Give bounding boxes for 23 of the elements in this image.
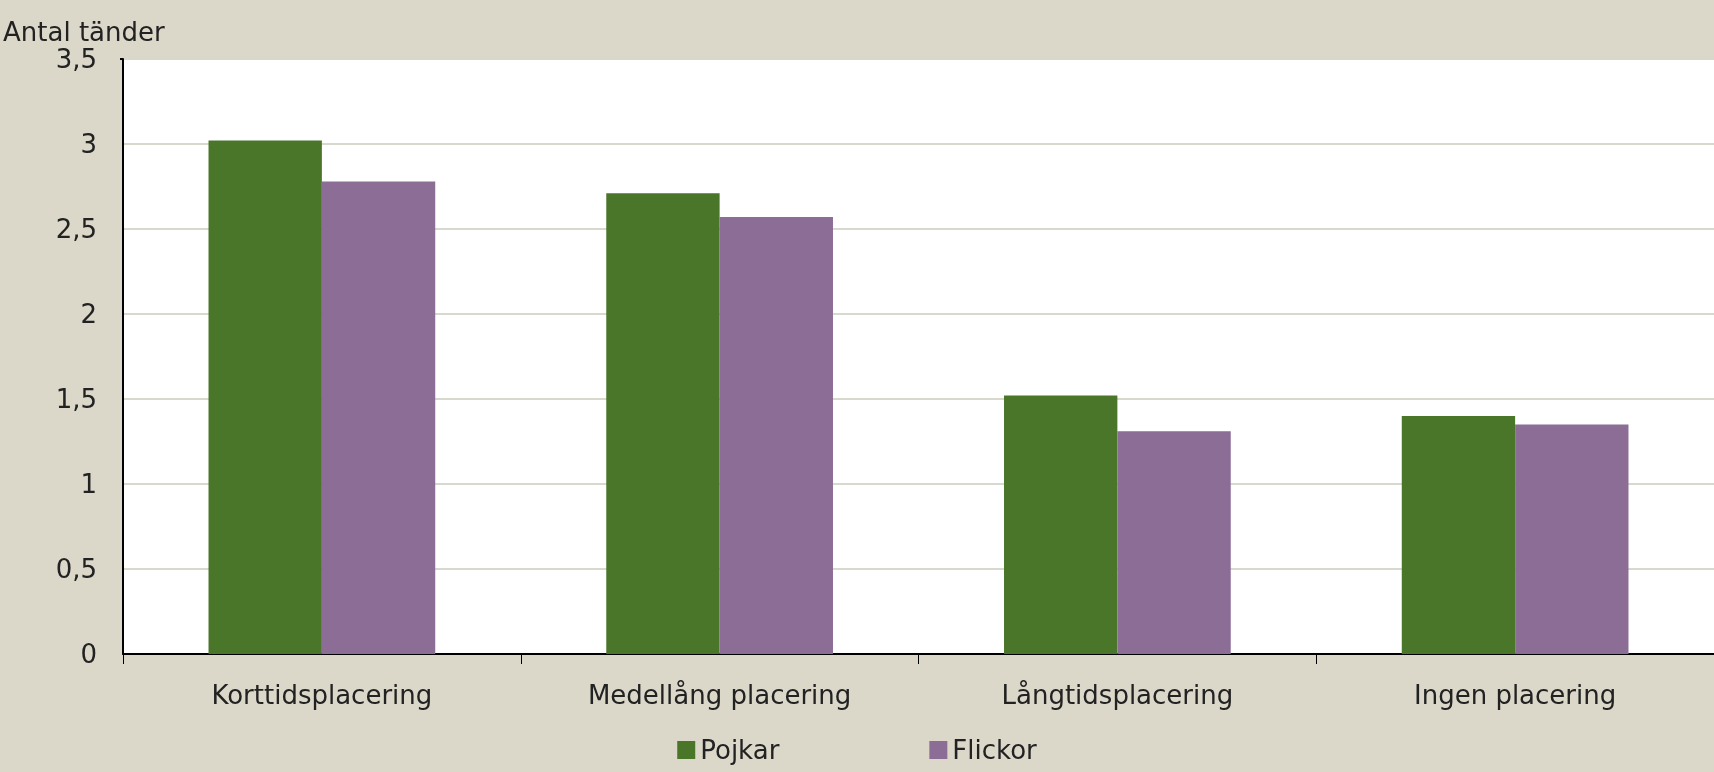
bar	[606, 193, 720, 654]
y-tick-label: 2,5	[55, 214, 97, 244]
bar	[1117, 431, 1231, 654]
y-axis-title: Antal tänder	[3, 17, 165, 47]
legend-label: Pojkar	[700, 735, 780, 765]
y-tick-label: 1,5	[55, 384, 97, 414]
y-tick-label: 1	[80, 469, 97, 499]
bar	[208, 140, 322, 654]
y-tick-label: 0,5	[55, 554, 97, 584]
bar	[1515, 424, 1629, 654]
legend-label: Flickor	[952, 735, 1038, 765]
x-tick-label: Ingen placering	[1414, 680, 1617, 710]
y-tick-label: 2	[80, 299, 97, 329]
bar	[719, 217, 833, 654]
bar	[321, 181, 436, 654]
bar	[1004, 395, 1118, 654]
x-tick-label: Långtidsplacering	[1001, 680, 1234, 710]
y-tick-label: 3,5	[55, 44, 97, 74]
y-tick-label: 0	[80, 639, 97, 669]
x-tick-label: Medellång placering	[587, 680, 852, 710]
y-tick-label: 3	[80, 129, 97, 159]
bar	[1401, 416, 1516, 654]
x-tick-label: Korttidsplacering	[211, 680, 433, 710]
